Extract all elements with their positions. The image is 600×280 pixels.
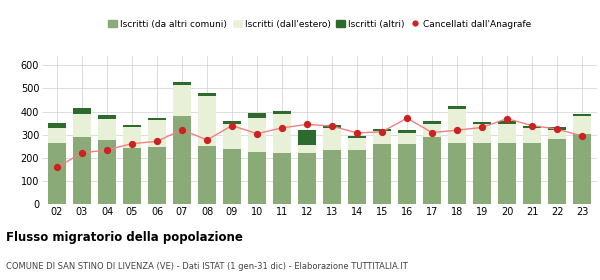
Point [327,124,337,128]
Bar [548,127,566,130]
Bar [348,136,366,138]
Bar [448,106,466,109]
Point [502,116,512,121]
Bar [273,153,291,204]
Bar [148,120,166,147]
Bar [423,124,441,137]
Bar [98,140,116,204]
Bar [73,113,91,137]
Bar [223,124,241,149]
Legend: Iscritti (da altri comuni), Iscritti (dall'estero), Iscritti (altri), Cancellati: Iscritti (da altri comuni), Iscritti (da… [104,16,535,32]
Bar [448,143,466,204]
Bar [223,149,241,204]
Bar [448,109,466,143]
Bar [373,129,391,131]
Text: COMUNE DI SAN STINO DI LIVENZA (VE) - Dati ISTAT (1 gen-31 dic) - Elaborazione T: COMUNE DI SAN STINO DI LIVENZA (VE) - Da… [6,262,408,271]
Point [77,151,87,155]
Bar [323,150,341,204]
Bar [48,143,66,204]
Bar [373,131,391,144]
Bar [323,125,341,128]
Point [552,127,562,131]
Bar [548,139,566,204]
Bar [473,143,491,204]
Bar [473,122,491,124]
Bar [498,124,516,143]
Bar [123,148,141,204]
Bar [273,113,291,153]
Bar [173,82,191,85]
Bar [498,121,516,124]
Bar [98,115,116,119]
Bar [73,137,91,204]
Bar [298,153,316,204]
Bar [248,118,266,152]
Bar [48,123,66,128]
Point [202,138,212,142]
Bar [148,147,166,204]
Point [127,141,137,146]
Bar [498,143,516,204]
Bar [573,134,591,204]
Point [102,148,112,152]
Bar [523,125,541,128]
Bar [473,124,491,143]
Bar [298,144,316,153]
Point [302,122,312,127]
Point [152,139,162,144]
Point [477,125,487,130]
Bar [198,146,216,204]
Point [52,165,62,169]
Bar [273,111,291,113]
Point [452,128,462,132]
Bar [323,128,341,150]
Bar [348,138,366,150]
Point [177,127,187,132]
Point [577,134,587,138]
Bar [148,118,166,120]
Point [527,123,537,128]
Bar [223,122,241,124]
Bar [173,116,191,204]
Bar [523,143,541,204]
Bar [573,116,591,134]
Bar [398,144,416,204]
Point [377,130,387,134]
Point [277,126,287,130]
Bar [573,114,591,116]
Point [227,123,237,128]
Bar [373,144,391,204]
Bar [248,113,266,118]
Point [402,116,412,120]
Bar [423,137,441,204]
Bar [173,85,191,116]
Bar [48,128,66,143]
Bar [198,96,216,146]
Bar [523,128,541,143]
Bar [198,93,216,96]
Bar [548,130,566,139]
Bar [298,130,316,144]
Bar [98,119,116,140]
Text: Flusso migratorio della popolazione: Flusso migratorio della popolazione [6,231,243,244]
Bar [423,121,441,124]
Bar [123,127,141,148]
Bar [248,152,266,204]
Point [352,131,362,135]
Bar [348,150,366,204]
Bar [123,125,141,127]
Point [252,131,262,136]
Bar [73,108,91,113]
Point [427,130,437,135]
Bar [398,130,416,132]
Bar [398,132,416,144]
